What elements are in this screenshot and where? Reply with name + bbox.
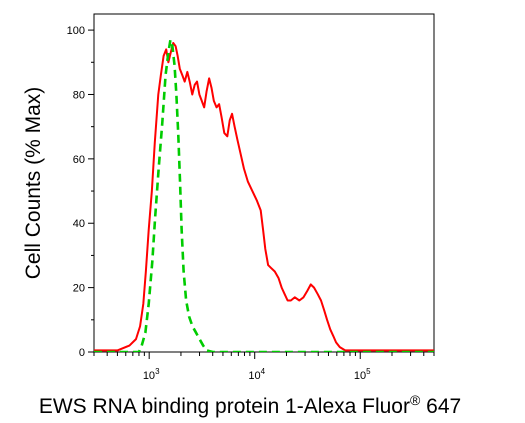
y-tick-label: 100	[67, 25, 85, 37]
x-tick-label-base: 10	[248, 370, 260, 382]
x-axis-title: EWS RNA binding protein 1-Alexa Fluor® 6…	[39, 392, 461, 418]
y-tick-label: 20	[73, 283, 85, 295]
x-tick-label: 103	[143, 367, 160, 382]
x-axis: 103 104 105	[93, 352, 435, 382]
series-layer	[94, 38, 434, 352]
x-tick-label: 104	[248, 367, 265, 382]
x-axis-title-tail: 647	[420, 395, 461, 418]
x-tick-label: 105	[354, 367, 371, 382]
y-axis-title: Cell Counts (% Max)	[22, 87, 45, 280]
x-tick-label-exponent: 3	[155, 367, 160, 376]
x-tick-label-base: 10	[354, 370, 366, 382]
y-tick-label: 80	[73, 89, 85, 101]
x-axis-title-sup: ®	[410, 392, 421, 408]
x-tick-label-exponent: 4	[261, 367, 266, 376]
plot-frame	[93, 13, 435, 353]
y-axis: 0 20 40 60 80 100	[67, 25, 94, 359]
sample-series-line	[94, 41, 434, 352]
x-tick-label-base: 10	[143, 370, 155, 382]
y-tick-label: 60	[73, 154, 85, 166]
x-tick-label-exponent: 5	[366, 367, 371, 376]
x-axis-title-main: EWS RNA binding protein 1-Alexa Fluor	[39, 395, 410, 418]
y-tick-label: 40	[73, 218, 85, 230]
y-tick-label: 0	[79, 347, 85, 359]
